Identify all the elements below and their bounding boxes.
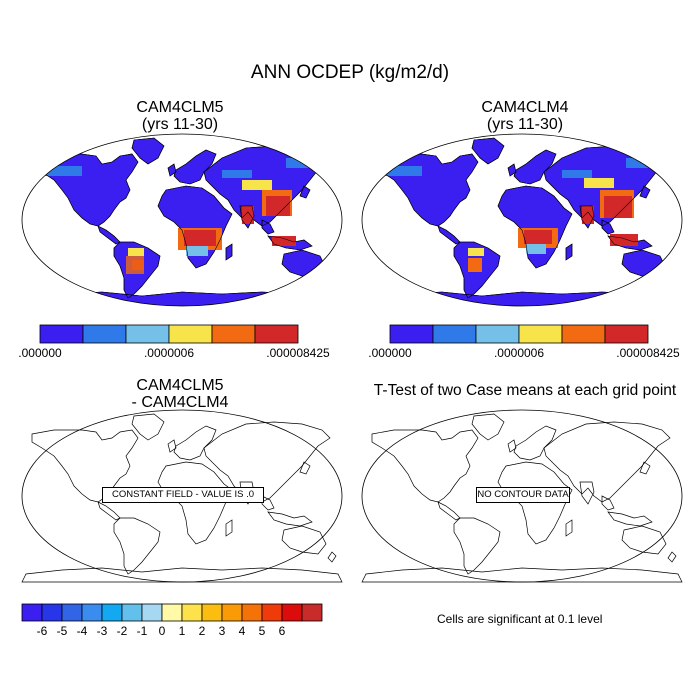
colorbar-tick-label: -6: [36, 624, 48, 638]
panel-title-diff: CAM4CLM5 - CAM4CLM4: [60, 377, 300, 411]
colorbar-swatch: [254, 324, 299, 344]
colorbar-tick-label: .000008425: [616, 346, 680, 360]
colorbar-swatch: [475, 324, 520, 344]
colorbar-swatch: [21, 603, 43, 622]
panel-title-line1: CAM4CLM5: [136, 377, 224, 394]
colorbar-swatch: [518, 324, 563, 344]
figure-title: ANN OCDEP (kg/m2/d): [250, 62, 450, 83]
colorbar-tick-label: -5: [56, 624, 68, 638]
colorbar-swatch: [161, 603, 183, 622]
colorbar-swatch: [241, 603, 263, 622]
colorbar-swatch: [201, 603, 223, 622]
significance-note: Cells are significant at 0.1 level: [437, 612, 603, 626]
colorbar-diff: [21, 603, 323, 622]
panel-title-case1: CAM4CLM5 (yrs 11-30): [60, 99, 300, 133]
colorbar-swatch: [181, 603, 203, 622]
colorbar-tick-label: .000000: [18, 346, 62, 360]
colorbar-swatch: [561, 324, 606, 344]
colorbar-swatch: [301, 603, 323, 622]
map-panel-diff: [21, 409, 343, 583]
no-contour-annotation: NO CONTOUR DATA: [476, 487, 570, 503]
map-panel-case1: [21, 133, 343, 307]
colorbar-tick-label: 0: [158, 624, 166, 638]
colorbar-tick-label: .0000006: [493, 346, 545, 360]
colorbar-swatch: [281, 603, 303, 622]
colorbar-swatch: [81, 603, 103, 622]
colorbar-case2: [389, 324, 649, 344]
colorbar-case1: [39, 324, 299, 344]
map-panel-case2: [361, 133, 683, 307]
colorbar-swatch: [389, 324, 434, 344]
colorbar-swatch: [125, 324, 170, 344]
constant-field-annotation: CONSTANT FIELD - VALUE IS .0: [102, 487, 264, 503]
colorbar-swatch: [61, 603, 83, 622]
colorbar-tick-label: .000008425: [266, 346, 330, 360]
colorbar-swatch: [604, 324, 649, 344]
colorbar-tick-label: -2: [116, 624, 128, 638]
colorbar-swatch: [39, 324, 84, 344]
colorbar-swatch: [41, 603, 63, 622]
panel-title-line2: (yrs 11-30): [141, 116, 219, 133]
panel-title-ttest: T-Test of two Case means at each grid po…: [373, 382, 677, 399]
colorbar-tick-label: 5: [258, 624, 266, 638]
colorbar-swatch: [221, 603, 243, 622]
colorbar-tick-label: .0000006: [143, 346, 195, 360]
colorbar-swatch: [432, 324, 477, 344]
panel-title-line1: CAM4CLM5: [136, 99, 224, 116]
colorbar-swatch: [82, 324, 127, 344]
panel-title-line1: CAM4CLM4: [481, 99, 569, 116]
map-panel-ttest: [361, 409, 683, 583]
panel-title-line2: (yrs 11-30): [486, 116, 564, 133]
colorbar-swatch: [101, 603, 123, 622]
colorbar-tick-label: -1: [136, 624, 148, 638]
colorbar-tick-label: 3: [218, 624, 226, 638]
colorbar-tick-label: -3: [96, 624, 108, 638]
panel-title-line2: - CAM4CLM4: [131, 394, 229, 411]
colorbar-tick-label: 4: [238, 624, 246, 638]
colorbar-tick-label: .000000: [368, 346, 412, 360]
colorbar-tick-label: -4: [76, 624, 88, 638]
colorbar-swatch: [261, 603, 283, 622]
colorbar-swatch: [141, 603, 163, 622]
field-hotspots: [382, 158, 652, 272]
colorbar-swatch: [211, 324, 256, 344]
field-hotspots: [42, 158, 312, 274]
colorbar-swatch: [168, 324, 213, 344]
colorbar-swatch: [121, 603, 143, 622]
colorbar-tick-label: 1: [178, 624, 186, 638]
colorbar-tick-label: 2: [198, 624, 206, 638]
colorbar-tick-label: 6: [278, 624, 286, 638]
panel-title-case2: CAM4CLM4 (yrs 11-30): [405, 99, 645, 133]
